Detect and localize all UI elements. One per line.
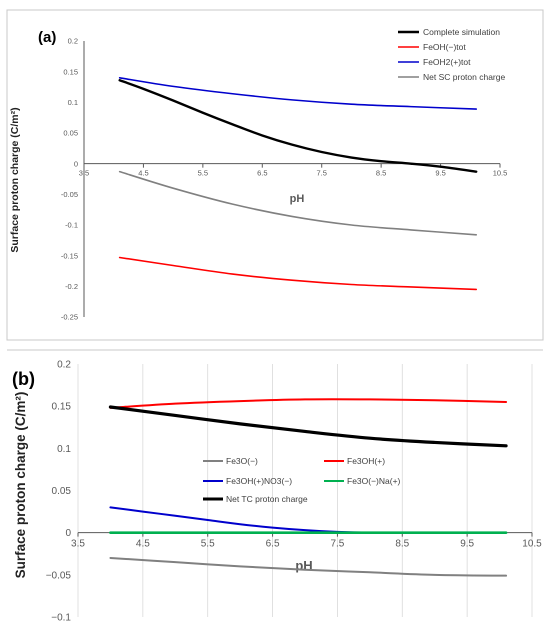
y-tick-label-b-1: −0.05 [46, 570, 72, 581]
y-tick-label-b-2: 0 [65, 528, 71, 539]
panel-a-frame [6, 9, 544, 341]
x-tick-label-b-5: 8.5 [395, 539, 409, 550]
y-tick-label-a-6: 0.05 [63, 129, 78, 138]
x-tick-label-b-4: 7.5 [330, 539, 344, 550]
series-line-a-net-sc-proton-charge [118, 170, 478, 236]
legend-label-fe3oh-no3: Fe3OH(+)NO3(−) [226, 476, 292, 486]
y-tick-label-a-8: 0.15 [63, 67, 78, 76]
x-tick-label-b-2: 5.5 [201, 539, 215, 550]
series-line-b-fe3oh [109, 398, 508, 409]
y-tick-label-b-6: 0.2 [57, 360, 71, 371]
x-tick-label-b-1: 4.5 [136, 539, 150, 550]
panel-b-label: (b) [12, 369, 35, 389]
y-tick-label-a-3: -0.1 [65, 221, 78, 230]
x-tick-label-a-6: 9.5 [435, 169, 445, 178]
legend-label-fe3oh-plus: Fe3OH(+) [347, 456, 385, 466]
y-tick-label-a-7: 0.1 [68, 98, 78, 107]
legend-label-fe3o-na: Fe3O(−)Na(+) [347, 476, 401, 486]
y-tick-label-a-2: -0.15 [61, 251, 78, 260]
x-tick-label-b-6: 9.5 [460, 539, 474, 550]
y-tick-label-b-3: 0.05 [52, 486, 72, 497]
panel-a-x-axis-title: pH [290, 193, 305, 205]
legend-label-feoh-minus: FeOH(−)tot [423, 42, 466, 52]
y-tick-label-b-4: 0.1 [57, 444, 71, 455]
x-tick-label-a-7: 10.5 [493, 169, 508, 178]
legend-label-fe3o-minus: Fe3O(−) [226, 456, 258, 466]
x-tick-label-a-3: 6.5 [257, 169, 267, 178]
series-line-a-feoh2-tot [118, 77, 478, 110]
y-tick-label-a-1: -0.2 [65, 282, 78, 291]
x-tick-label-b-7: 10.5 [522, 539, 542, 550]
series-line-b-fe3o [109, 556, 508, 577]
series-line-b-fe3oh-no3 [109, 506, 404, 534]
x-tick-label-a-5: 8.5 [376, 169, 386, 178]
legend-label-net-tc: Net TC proton charge [226, 494, 308, 504]
y-tick-label-b-5: 0.15 [52, 402, 72, 413]
series-line-a-feoh-tot [118, 256, 478, 291]
y-tick-label-b-0: −0.1 [51, 613, 71, 624]
panel-b-plot: −0.1 −0.05 0 0.05 0.1 0.15 0.2 3.5 4.5 5.5 6.5 7.5 8… [46, 360, 542, 624]
legend-label-net-sc: Net SC proton charge [423, 72, 505, 82]
x-tick-label-a-2: 5.5 [198, 169, 208, 178]
x-tick-label-b-0: 3.5 [71, 539, 85, 550]
legend-label-feoh2-plus: FeOH2(+)tot [423, 57, 471, 67]
y-tick-label-a-0: -0.25 [61, 313, 78, 322]
x-tick-label-a-1: 4.5 [138, 169, 148, 178]
x-tick-label-a-0: 3.5 [79, 169, 89, 178]
y-tick-label-a-4: -0.05 [61, 190, 78, 199]
x-tick-label-b-3: 6.5 [266, 539, 280, 550]
panel-a-plot: -0.25 -0.2 -0.15 -0.1 -0.05 0 0.05 0.1 0.15 0.2 3.… [61, 37, 507, 322]
panel-a-legend: Complete simulation FeOH(−)tot FeOH2(+)t… [398, 27, 505, 82]
x-tick-label-a-4: 7.5 [316, 169, 326, 178]
panel-b-y-axis-title: Surface proton charge (C/m²) [13, 392, 28, 579]
panel-a-label: (a) [38, 29, 56, 46]
panel-a-y-axis-title: Surface proton charge (C/m²) [9, 107, 21, 252]
series-line-b-net-tc-proton-charge [108, 405, 508, 448]
y-tick-label-a-9: 0.2 [68, 37, 78, 46]
y-tick-label-a-5: 0 [74, 159, 78, 168]
legend-label-complete-simulation: Complete simulation [423, 27, 500, 37]
series-line-a-complete-simulation [118, 79, 478, 173]
panel-b-legend: Fe3O(−) Fe3OH(+) Fe3OH(+)NO3(−) Fe3O(−)N… [203, 456, 401, 504]
